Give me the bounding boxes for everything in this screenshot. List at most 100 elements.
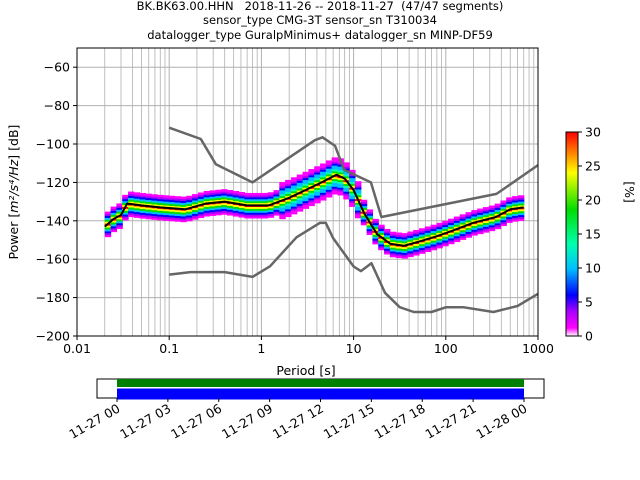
median-line bbox=[104, 173, 524, 247]
density-cell bbox=[389, 241, 397, 244]
density-cell bbox=[407, 233, 414, 236]
density-cell bbox=[517, 212, 525, 216]
density-cell bbox=[320, 163, 327, 166]
density-cell bbox=[186, 211, 193, 214]
density-cell bbox=[209, 213, 216, 216]
density-cell bbox=[378, 247, 385, 251]
density-cell bbox=[407, 246, 414, 250]
density-cell bbox=[459, 227, 467, 231]
density-cell bbox=[517, 202, 525, 206]
density-cell bbox=[157, 202, 164, 206]
density-cell bbox=[413, 237, 420, 241]
density-cell bbox=[215, 210, 222, 214]
density-cell bbox=[308, 203, 315, 207]
density-cell bbox=[110, 210, 117, 213]
density-cell bbox=[395, 238, 403, 241]
density-cell bbox=[349, 189, 356, 192]
density-cell bbox=[285, 183, 292, 187]
density-cell bbox=[343, 166, 350, 169]
density-cell bbox=[372, 218, 379, 222]
density-cell bbox=[302, 190, 310, 194]
density-cell bbox=[448, 234, 455, 237]
density-cell bbox=[349, 185, 356, 188]
chart-title-line-3: datalogger_type GuralpMinimus+ datalogge… bbox=[147, 28, 493, 42]
density-cell bbox=[174, 213, 182, 216]
density-cell bbox=[384, 242, 391, 245]
density-cell bbox=[128, 191, 135, 195]
density-cell bbox=[331, 170, 339, 174]
density-cell bbox=[471, 211, 478, 215]
density-cell bbox=[122, 194, 129, 198]
density-cell bbox=[192, 211, 199, 214]
density-cell bbox=[232, 198, 240, 202]
density-cell bbox=[500, 221, 507, 225]
density-cell bbox=[104, 217, 112, 220]
density-cell bbox=[389, 248, 397, 252]
density-cell bbox=[494, 226, 502, 230]
density-cell bbox=[186, 203, 193, 206]
density-cell bbox=[384, 236, 391, 240]
density-cell bbox=[314, 187, 321, 190]
density-cell bbox=[116, 216, 123, 220]
density-cell bbox=[477, 214, 484, 217]
density-cell bbox=[436, 222, 443, 226]
density-cell bbox=[186, 201, 193, 205]
density-cell bbox=[372, 220, 379, 224]
density-cell bbox=[302, 200, 310, 204]
density-cell bbox=[139, 206, 147, 210]
density-cell bbox=[349, 183, 356, 186]
density-cell bbox=[343, 183, 350, 186]
density-cell bbox=[395, 232, 403, 236]
density-cell bbox=[459, 233, 467, 237]
y-tick-label: −100 bbox=[36, 137, 70, 152]
density-cell bbox=[244, 216, 251, 219]
density-cell bbox=[273, 190, 280, 193]
density-cell bbox=[279, 210, 286, 214]
density-cell bbox=[203, 198, 211, 202]
density-cell bbox=[279, 216, 286, 220]
density-cell bbox=[407, 244, 414, 248]
density-cell bbox=[331, 191, 339, 195]
density-cell bbox=[488, 226, 496, 230]
density-cell bbox=[360, 218, 368, 222]
density-cell bbox=[320, 198, 327, 201]
density-cell bbox=[122, 217, 129, 221]
density-cell bbox=[320, 176, 327, 180]
density-cell bbox=[302, 202, 310, 206]
density-cell bbox=[413, 235, 420, 239]
density-cell bbox=[174, 215, 182, 218]
density-cell bbox=[250, 208, 257, 211]
density-cell bbox=[139, 214, 147, 217]
density-cell bbox=[279, 205, 286, 208]
density-cell bbox=[151, 203, 158, 207]
density-cell bbox=[360, 217, 368, 220]
density-cell bbox=[384, 248, 391, 251]
density-cell bbox=[197, 209, 205, 213]
density-cell bbox=[465, 231, 472, 234]
density-cell bbox=[244, 202, 251, 206]
density-cell bbox=[250, 194, 257, 198]
density-cell bbox=[401, 254, 408, 257]
density-cell bbox=[128, 206, 135, 210]
density-cell bbox=[506, 203, 513, 206]
density-cell bbox=[506, 220, 513, 223]
density-cell bbox=[256, 198, 263, 202]
density-cell bbox=[512, 219, 519, 222]
density-cell bbox=[512, 217, 519, 220]
density-cell bbox=[162, 216, 170, 219]
density-cell bbox=[442, 236, 449, 239]
density-cell bbox=[349, 179, 356, 182]
density-cell bbox=[494, 207, 502, 210]
density-cell bbox=[221, 193, 228, 196]
density-cell bbox=[395, 245, 403, 249]
density-cell bbox=[250, 214, 257, 217]
density-cell bbox=[395, 255, 403, 259]
density-cell bbox=[110, 227, 117, 231]
density-cell bbox=[366, 230, 374, 234]
density-cell bbox=[296, 195, 304, 199]
density-cell bbox=[337, 192, 344, 196]
density-cell bbox=[186, 209, 193, 212]
density-cell bbox=[453, 231, 461, 235]
density-cell bbox=[110, 212, 117, 215]
density-cell bbox=[232, 196, 240, 200]
